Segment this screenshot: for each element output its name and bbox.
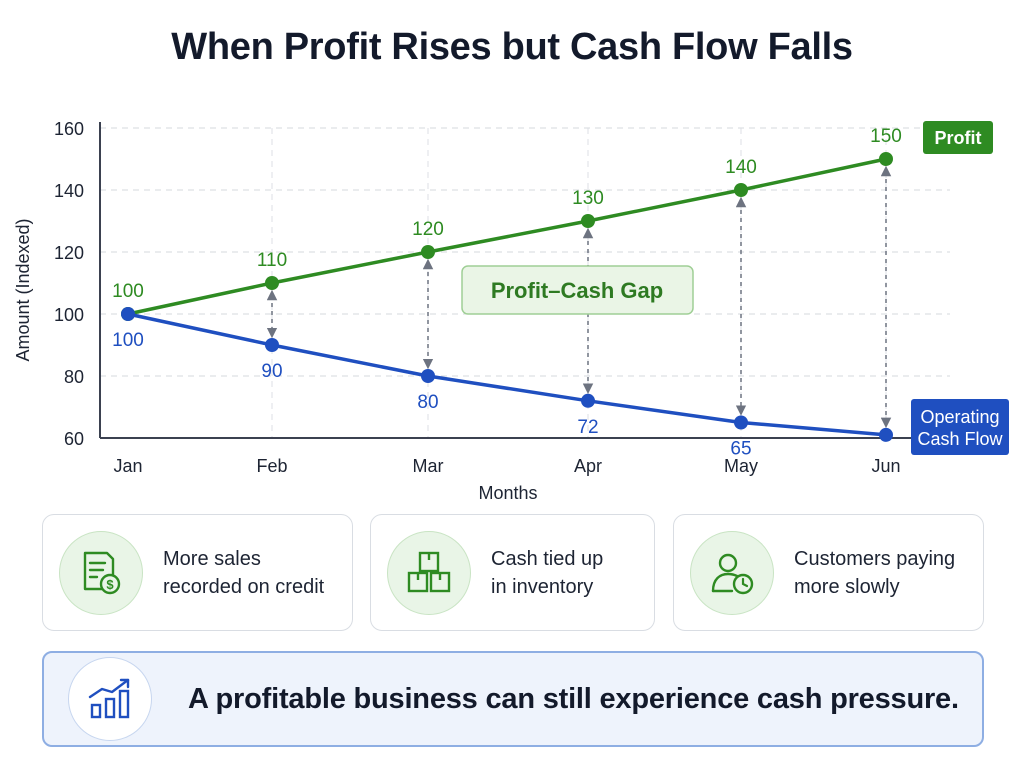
x-tick-label: May xyxy=(724,456,758,476)
label-layer: Profit–Cash Gap 100 110 120 130 140 150 100 90 80… xyxy=(112,126,902,460)
gap-annotation-label: Profit–Cash Gap xyxy=(491,278,663,303)
profit-data-label: 100 xyxy=(112,281,144,302)
y-axis-title: Amount (Indexed) xyxy=(13,218,33,361)
x-tick-label: Feb xyxy=(256,456,287,476)
y-tick-label: 60 xyxy=(64,429,84,449)
profit-data-label: 110 xyxy=(257,250,287,271)
profit-point xyxy=(734,183,748,197)
bar-chart-trend-icon xyxy=(68,657,152,741)
profit-point xyxy=(421,245,435,259)
profit-point xyxy=(581,214,595,228)
page-title: When Profit Rises but Cash Flow Falls xyxy=(171,26,853,68)
profit-data-label: 140 xyxy=(725,157,757,178)
cash-flow-data-label: 72 xyxy=(577,417,598,438)
banner-text: A profitable business can still experien… xyxy=(188,682,959,715)
profit-line xyxy=(127,157,887,316)
axis-layer: 60 80 100 120 140 160 Jan Feb Mar Apr May Jun Months… xyxy=(13,119,950,503)
boxes-icon xyxy=(387,530,471,615)
x-tick-label: Jan xyxy=(113,456,142,476)
legend-cash-flow-label: Cash Flow xyxy=(917,429,1003,449)
series-layer xyxy=(121,152,893,442)
svg-text:$: $ xyxy=(106,577,114,592)
x-tick-label: Mar xyxy=(413,456,444,476)
y-tick-label: 140 xyxy=(54,181,84,201)
cash-flow-line xyxy=(127,312,887,437)
cash-flow-data-label: 65 xyxy=(730,439,751,460)
invoice-dollar-icon: $ xyxy=(59,530,143,615)
x-tick-label: Apr xyxy=(574,456,602,476)
profit-data-label: 150 xyxy=(870,126,902,147)
line-chart: 60 80 100 120 140 160 Jan Feb Mar Apr May Jun Months… xyxy=(13,119,1009,503)
cash-flow-point xyxy=(879,427,893,442)
legend-cash-flow-tag xyxy=(911,399,1009,455)
y-tick-label: 160 xyxy=(54,119,84,139)
x-axis-title: Months xyxy=(478,483,537,503)
y-tick-label: 120 xyxy=(54,243,84,263)
profit-point xyxy=(879,152,893,166)
gap-arrows xyxy=(266,165,892,429)
cash-flow-data-label: 90 xyxy=(261,361,282,382)
legend-profit-label: Profit xyxy=(935,128,982,148)
cause-card-credit-sales: $ More sales recorded on credit xyxy=(42,514,353,631)
cash-flow-point xyxy=(421,369,435,383)
profit-point xyxy=(265,276,279,290)
cash-flow-point xyxy=(734,415,748,430)
card-text: More sales recorded on credit xyxy=(163,547,325,598)
cash-flow-point xyxy=(581,393,595,408)
cash-flow-point xyxy=(121,307,135,321)
cause-card-slow-payments: Customers paying more slowly xyxy=(673,514,984,631)
profit-data-label: 130 xyxy=(572,188,604,209)
card-text: Cash tied up in inventory xyxy=(491,547,604,598)
cash-flow-data-label: 80 xyxy=(417,392,438,413)
y-tick-label: 100 xyxy=(54,305,84,325)
legend-profit-tag xyxy=(923,121,993,154)
legend-cash-flow-label: Operating xyxy=(920,407,999,427)
cash-flow-data-label: 100 xyxy=(112,330,144,351)
cash-flow-point xyxy=(265,338,279,352)
y-tick-label: 80 xyxy=(64,367,84,387)
person-clock-icon xyxy=(690,530,774,615)
key-takeaway-banner: A profitable business can still experien… xyxy=(42,651,984,747)
cause-card-inventory: Cash tied up in inventory xyxy=(370,514,655,631)
gap-annotation-box xyxy=(461,265,694,315)
x-tick-label: Jun xyxy=(871,456,900,476)
profit-data-label: 120 xyxy=(412,219,444,240)
card-text: Customers paying more slowly xyxy=(794,547,956,598)
